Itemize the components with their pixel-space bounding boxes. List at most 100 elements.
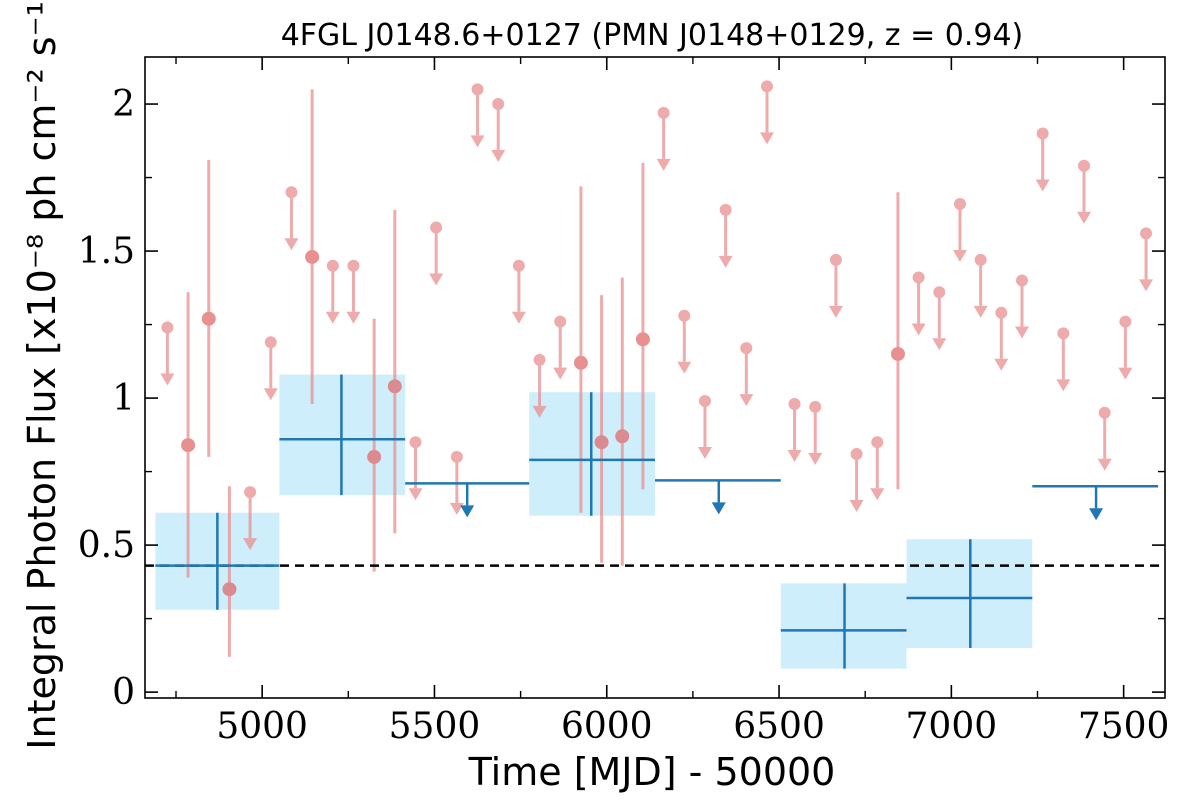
short-bin-upper-limit [491,98,506,163]
upper-limit-arrow-head [952,250,967,263]
upper-limit-arrow-head [429,273,444,286]
short-bin-upper-limit [449,450,464,515]
short-bin-marker [594,435,609,450]
long-bin-limit-arrow-head [711,502,726,515]
upper-limit-marker [912,271,925,284]
upper-limit-arrow-head [932,338,947,351]
short-bin-upper-limit [511,259,526,324]
upper-limit-arrow-head [284,238,299,251]
short-bin-point [181,292,196,578]
x-tick-label: 5000 [216,706,308,747]
short-bin-point [890,192,905,490]
upper-limit-arrow-head [718,255,733,268]
short-bin-marker [181,438,196,453]
upper-limit-marker [450,450,463,463]
x-tick-label: 7000 [906,706,998,747]
short-bin-upper-limit [532,353,547,418]
upper-limit-arrow-head [808,452,823,465]
short-bin-upper-limit [870,436,885,501]
upper-limit-arrow-head [759,132,774,145]
upper-limit-arrow-head [870,488,885,501]
upper-limit-arrow-head [160,373,175,386]
short-bin-upper-limit [911,271,926,336]
upper-limit-marker [871,436,884,449]
upper-limit-marker [850,447,863,460]
short-bin-upper-limit [1097,406,1112,471]
x-tick-label: 5500 [389,706,481,747]
upper-limit-arrow-head [1139,279,1154,292]
short-bin-upper-limit [849,447,864,512]
upper-limit-arrow-head [346,311,361,324]
upper-limit-arrow-head [739,394,754,407]
upper-limit-marker [1015,274,1028,287]
long-bin-limit-arrow-head [1089,508,1104,521]
short-bin-upper-limit [656,106,671,171]
short-bin-upper-limit [1056,327,1071,392]
short-bin-marker [201,311,216,326]
short-bin-marker [615,429,630,444]
x-tick-label: 6500 [733,706,825,747]
short-bin-upper-limit [284,186,299,251]
plot-area [145,80,1165,669]
short-bin-upper-limit [677,309,692,374]
short-bin-marker [635,332,650,347]
axes: 5000 5500 6000 6500 7000 7500 0 0.5 1 1.5 2 [78,56,1170,747]
short-bin-upper-limit [553,315,568,380]
short-bin-point [615,277,630,566]
y-tick-label: 2 [112,84,135,125]
upper-limit-marker [512,259,525,272]
upper-limit-arrow-head [1097,458,1112,471]
upper-limit-arrow-head [263,388,278,401]
short-bin-upper-limit [160,321,175,386]
upper-limit-marker [657,106,670,119]
upper-limit-marker [264,336,277,349]
short-bin-point [367,318,382,572]
upper-limit-marker [953,198,966,211]
upper-limit-marker [1057,327,1070,340]
upper-limit-arrow-head [553,367,568,380]
y-tick-label: 0 [112,672,135,713]
long-bin-limit-arrow-head [460,505,475,518]
upper-limit-marker [409,436,422,449]
short-bin-upper-limit [932,286,947,351]
x-tick-label: 7500 [1078,706,1170,747]
upper-limit-arrow-head [449,502,464,515]
y-axis-label: Integral Photon Flux [x10⁻⁸ ph cm⁻² s⁻¹] [20,0,64,750]
upper-limit-arrow-head [787,449,802,462]
upper-limit-marker [285,186,298,199]
short-bin-marker [305,249,320,264]
upper-limit-marker [829,253,842,266]
upper-limit-marker [678,309,691,322]
y-tick-label: 1.5 [78,231,135,272]
short-bin-upper-limit [787,397,802,462]
upper-limit-marker [760,80,773,93]
short-bin-upper-limit [973,253,988,318]
upper-limit-arrow-head [911,323,926,336]
short-bin-upper-limit [429,221,444,286]
upper-limit-arrow-head [1077,211,1092,224]
upper-limit-marker [809,400,822,413]
upper-limit-marker [1098,406,1111,419]
short-bin-upper-limit [470,83,485,148]
upper-limit-arrow-head [532,405,547,418]
upper-limit-arrow-head [697,447,712,460]
short-bin-upper-limit [828,253,843,318]
upper-limit-arrow-head [511,311,526,324]
short-bin-upper-limit [952,198,967,263]
upper-limit-arrow-head [243,538,258,551]
short-bin-upper-limit [408,436,423,501]
upper-limit-arrow-head [1118,367,1133,380]
upper-limit-marker [347,259,360,272]
upper-limit-arrow-head [491,150,506,163]
upper-limit-marker [492,98,505,111]
short-bin-upper-limit [1118,315,1133,380]
short-bin-upper-limit [263,336,278,401]
x-tick-label: 6000 [561,706,653,747]
upper-limit-arrow-head [994,358,1009,371]
upper-limit-arrow-head [973,305,988,318]
upper-limit-marker [740,342,753,355]
upper-limit-arrow-head [1035,179,1050,192]
upper-limit-marker [244,486,257,499]
upper-limit-marker [995,306,1008,319]
short-bin-point [222,486,237,657]
